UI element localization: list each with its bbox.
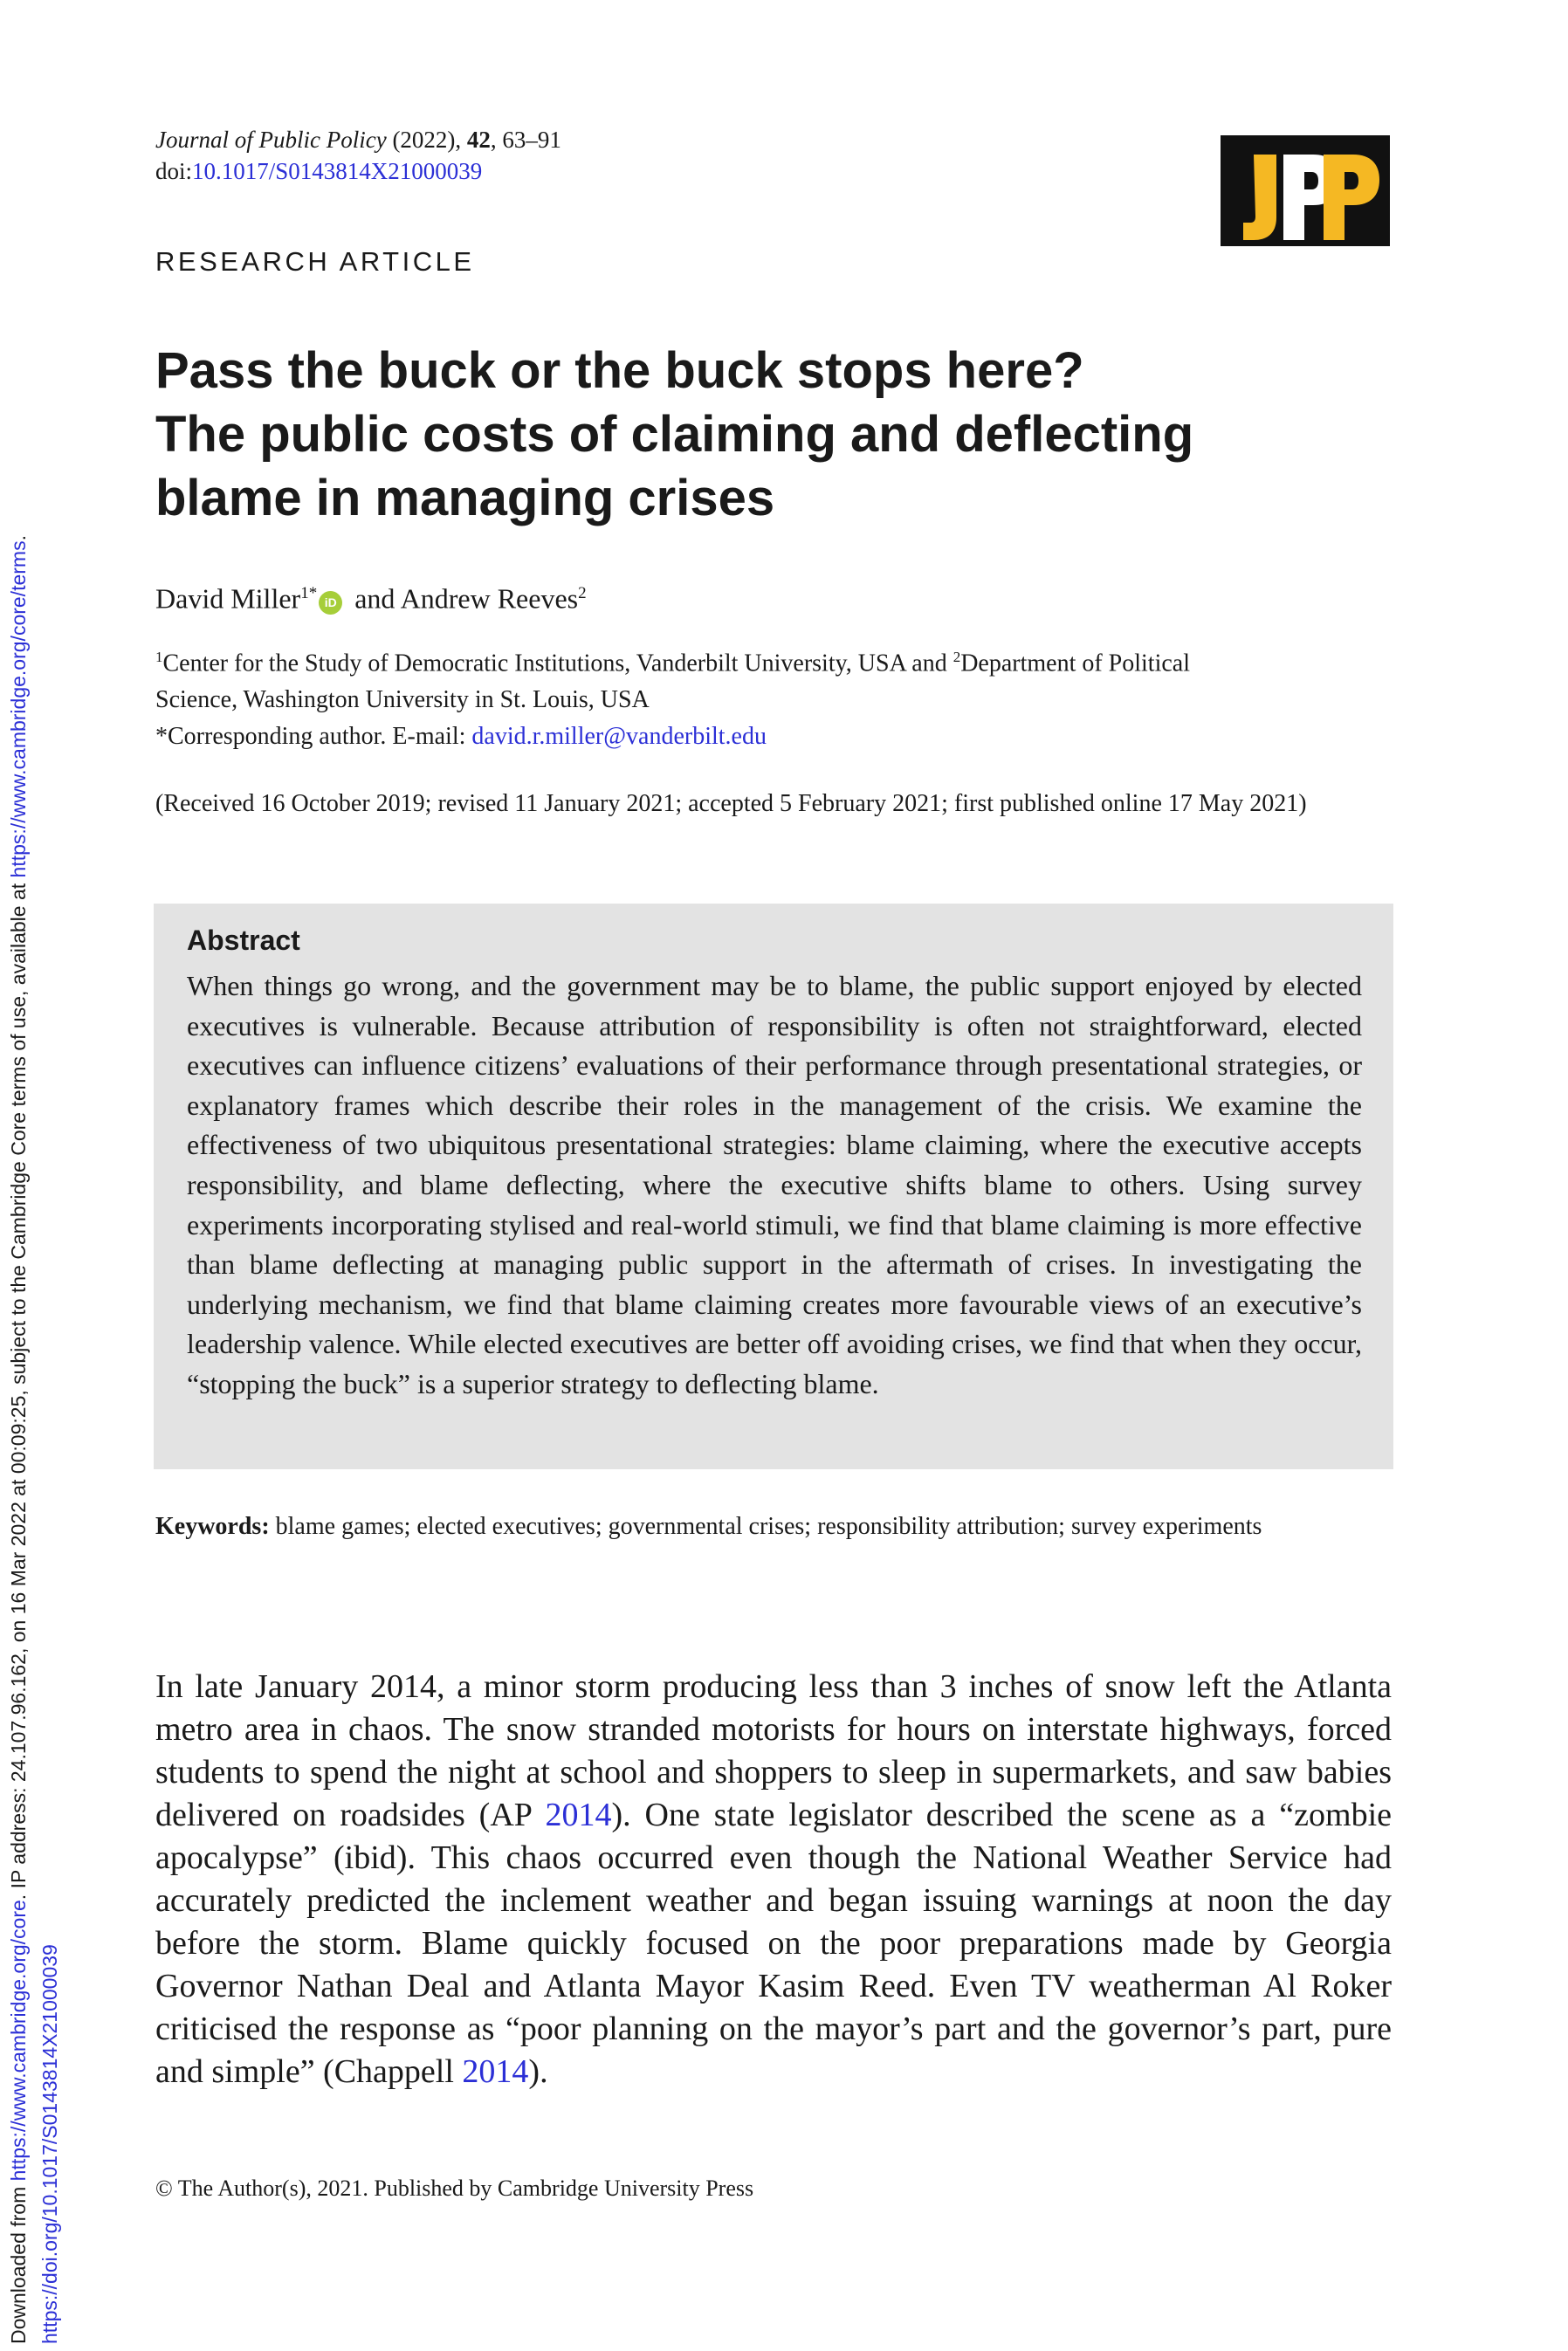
body-text: ).: [528, 2053, 548, 2090]
citation-link[interactable]: 2014: [545, 1797, 612, 1833]
jpp-logo: [1221, 135, 1390, 246]
download-notice-strip: Downloaded from https://www.cambridge.or…: [7, 0, 68, 2351]
journal-pages: , 63–91: [490, 127, 561, 153]
doi-prefix: doi:: [155, 158, 193, 184]
doi-line: https://doi.org/10.1017/S0143814X2100003…: [38, 1944, 62, 2344]
affiliation-line: Science, Washington University in St. Lo…: [155, 686, 650, 714]
affiliation-marker: 2: [952, 649, 961, 665]
affiliations: 1Center for the Study of Democratic Inst…: [155, 639, 1392, 755]
download-prefix: Downloaded from: [7, 2181, 30, 2344]
affiliation-line: 1Center for the Study of Democratic Inst…: [155, 639, 1392, 682]
abstract-box: Abstract When things go wrong, and the g…: [154, 904, 1393, 1469]
author-joiner: and: [347, 582, 401, 615]
download-notice-line: Downloaded from https://www.cambridge.or…: [7, 535, 31, 2344]
download-suffix: .: [7, 535, 30, 541]
corresponding-label: *Corresponding author. E-mail:: [155, 723, 472, 751]
author-affiliation-marker: 2: [578, 584, 587, 602]
affiliation-text: Center for the Study of Democratic Insti…: [162, 650, 953, 677]
abstract-heading: Abstract: [187, 925, 300, 956]
author-list: David Miller1* iD and Andrew Reeves2: [155, 576, 587, 616]
title-line: The public costs of claiming and deflect…: [155, 406, 1194, 463]
article-title: Pass the buck or the buck stops here? Th…: [155, 339, 1421, 530]
journal-citation: Journal of Public Policy (2022), 42, 63–…: [155, 124, 561, 155]
title-line: blame in managing crises: [155, 470, 775, 526]
body-text: ). One state legislator described the sc…: [155, 1797, 1392, 2090]
journal-name: Journal of Public Policy: [155, 127, 387, 153]
doi-link[interactable]: 10.1017/S0143814X21000039: [192, 158, 483, 184]
corresponding-author: *Corresponding author. E-mail: david.r.m…: [155, 718, 1392, 755]
citation-link[interactable]: 2014: [462, 2053, 529, 2090]
jpp-logo-graphic: [1221, 135, 1390, 246]
journal-doi: doi:10.1017/S0143814X21000039: [155, 155, 561, 187]
abstract-text: When things go wrong, and the government…: [187, 970, 1362, 1399]
body-paragraph: In late January 2014, a minor storm prod…: [155, 1666, 1392, 2093]
orcid-icon[interactable]: iD: [319, 590, 343, 615]
journal-header: Journal of Public Policy (2022), 42, 63–…: [155, 124, 561, 187]
doi-strip-link[interactable]: https://doi.org/10.1017/S0143814X2100003…: [38, 1944, 61, 2344]
cambridge-core-link[interactable]: https://www.cambridge.org/core: [7, 1900, 30, 2182]
author-name[interactable]: David Miller: [155, 582, 301, 615]
download-details: . IP address: 24.107.96.162, on 16 Mar 2…: [7, 877, 30, 1901]
terms-link[interactable]: https://www.cambridge.org/core/terms: [7, 540, 30, 878]
keywords-label: Keywords:: [155, 1513, 270, 1540]
body-text: In late January 2014, a minor storm prod…: [155, 1668, 1392, 1833]
affiliation-text: Department of Political: [960, 650, 1191, 677]
author-name[interactable]: Andrew Reeves: [400, 582, 579, 615]
received-dates: (Received 16 October 2019; revised 11 Ja…: [155, 790, 1307, 817]
title-line: Pass the buck or the buck stops here?: [155, 342, 1084, 399]
journal-volume: 42: [466, 127, 491, 153]
journal-year: (2022),: [386, 127, 467, 153]
affiliation-marker: 1: [155, 649, 163, 665]
copyright-notice: © The Author(s), 2021. Published by Camb…: [155, 2176, 754, 2201]
corresponding-marker: *: [308, 584, 318, 602]
keywords-text: blame games; elected executives; governm…: [269, 1513, 1262, 1540]
article-type: RESEARCH ARTICLE: [155, 246, 475, 277]
author-affiliation-marker: 1: [300, 584, 309, 602]
email-link[interactable]: david.r.miller@vanderbilt.edu: [471, 723, 767, 751]
keywords: Keywords: blame games; elected executive…: [155, 1509, 1392, 1545]
